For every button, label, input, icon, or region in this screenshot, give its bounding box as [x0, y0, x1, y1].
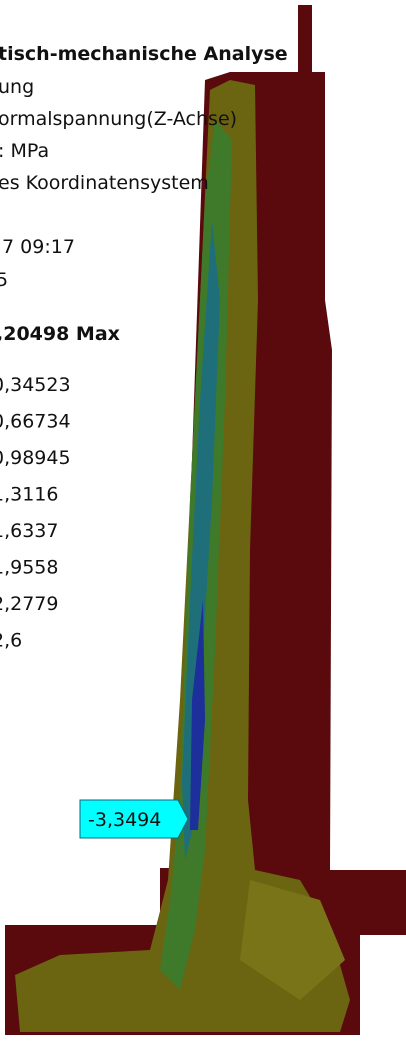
header-line: 5 — [0, 269, 8, 291]
header-line: .7 09:17 — [0, 236, 75, 258]
header-line: ormalspannung(Z-Achse) — [0, 108, 237, 130]
legend-value: 2,6 — [0, 630, 22, 652]
header-line: tisch-mechanische Analyse — [0, 43, 288, 65]
legend-value: 0,34523 — [0, 374, 71, 396]
stress-zone-teal — [182, 220, 220, 860]
model — [5, 5, 406, 1035]
legend-value: 1,3116 — [0, 484, 58, 506]
legend-values: 0,34523 0,66734 0,98945 1,3116 1,6337 1,9558 2… — [0, 374, 71, 652]
legend-value: 0,98945 — [0, 447, 71, 469]
probe-label: -3,3494 — [88, 809, 161, 831]
header-line: : MPa — [0, 140, 49, 162]
stress-zone-blue — [190, 600, 205, 830]
legend-value: 2,2779 — [0, 593, 58, 615]
probe: -3,3494 — [79, 799, 189, 839]
legend-value: 1,9558 — [0, 557, 58, 579]
legend-value: 0,66734 — [0, 411, 71, 433]
probe-box — [79, 799, 189, 839]
legend-value: 1,6337 — [0, 520, 58, 542]
header-line: es Koordinatensystem — [0, 172, 209, 194]
stress-zone-olive2 — [240, 880, 345, 1000]
legend-max: ,20498 Max — [0, 323, 120, 345]
legend-text: tisch-mechanische Analyse ung ormalspann… — [0, 43, 288, 345]
header-line: ung — [0, 76, 34, 98]
